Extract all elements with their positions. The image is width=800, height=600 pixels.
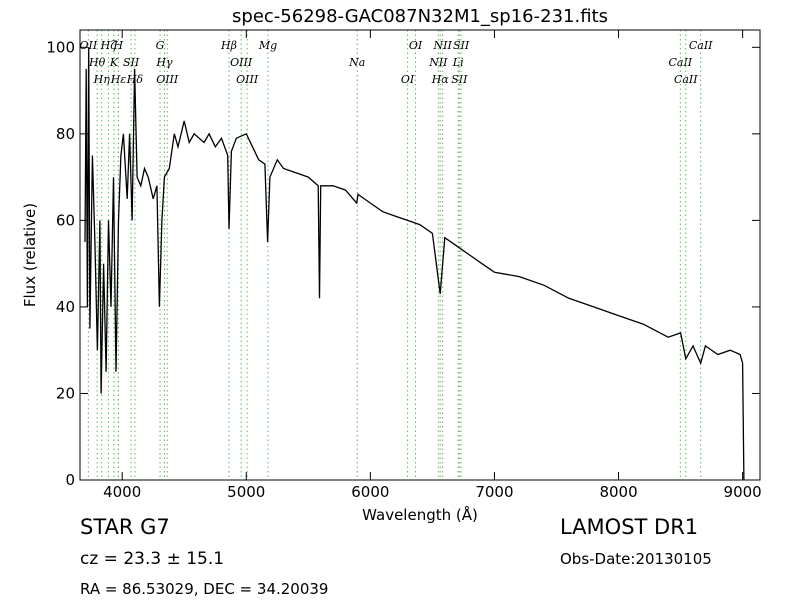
x-tick-label: 6000 bbox=[351, 483, 389, 501]
spectral-line-label: OIII bbox=[230, 56, 253, 69]
y-tick-label: 0 bbox=[65, 471, 75, 489]
spectral-line-label: Hγ bbox=[155, 56, 173, 69]
coordinates: RA = 86.53029, DEC = 34.20039 bbox=[80, 580, 328, 598]
y-axis-label: Flux (relative) bbox=[21, 203, 39, 307]
spectrum bbox=[84, 47, 745, 480]
survey: LAMOST DR1 bbox=[560, 515, 698, 539]
spectral-line-label: CaII bbox=[668, 56, 692, 69]
spectral-line-label: Hα bbox=[431, 73, 450, 86]
y-tick-label: 40 bbox=[56, 298, 75, 316]
spectral-line-label: Hη bbox=[93, 73, 111, 86]
spectral-line-label: OI bbox=[409, 39, 423, 52]
spectral-line-label: NII bbox=[433, 39, 453, 52]
x-tick-label: 9000 bbox=[724, 483, 762, 501]
x-tick-label: 4000 bbox=[103, 483, 141, 501]
spectral-line-label: CaII bbox=[674, 73, 698, 86]
spectral-line-label: K bbox=[109, 56, 119, 69]
spectral-line-label: H bbox=[113, 39, 124, 52]
spectral-line-label: Hβ bbox=[220, 39, 237, 52]
y-tick-label: 100 bbox=[46, 38, 75, 56]
x-tick-label: 8000 bbox=[599, 483, 637, 501]
spectral-line-label: Mg bbox=[258, 39, 277, 52]
redshift: cz = 23.3 ± 15.1 bbox=[80, 549, 224, 569]
y-tick-label: 20 bbox=[56, 384, 75, 402]
x-tick-label: 7000 bbox=[475, 483, 513, 501]
spectral-line-label: G bbox=[156, 39, 165, 52]
x-axis-label: Wavelength (Å) bbox=[362, 505, 478, 524]
spectral-line-label: Hζ bbox=[100, 39, 118, 52]
spectral-line-label: OIII bbox=[236, 73, 259, 86]
spectral-line-label: Hθ bbox=[88, 56, 106, 69]
spectral-line-label: OII bbox=[79, 39, 97, 52]
spectral-line-label: SII bbox=[451, 73, 468, 86]
object-class: STAR G7 bbox=[80, 515, 170, 539]
spectral-line-label: NII bbox=[428, 56, 448, 69]
spectral-line-label: SII bbox=[453, 39, 470, 52]
spectral-line-label: Na bbox=[348, 56, 365, 69]
x-tick-label: 5000 bbox=[227, 483, 265, 501]
spectral-line-label: OI bbox=[401, 73, 415, 86]
spectral-line-label: Li bbox=[452, 56, 464, 69]
plot-frame bbox=[79, 29, 761, 481]
spectral-line-label: CaII bbox=[689, 39, 713, 52]
y-tick-label: 60 bbox=[56, 211, 75, 229]
obs-date: Obs-Date:20130105 bbox=[560, 550, 712, 568]
spectral-line-label: SII bbox=[123, 56, 140, 69]
spectral-line-label: OIII bbox=[156, 73, 179, 86]
y-tick-label: 80 bbox=[56, 125, 75, 143]
chart-title: spec-56298-GAC087N32M1_sp16-231.fits bbox=[232, 6, 608, 27]
